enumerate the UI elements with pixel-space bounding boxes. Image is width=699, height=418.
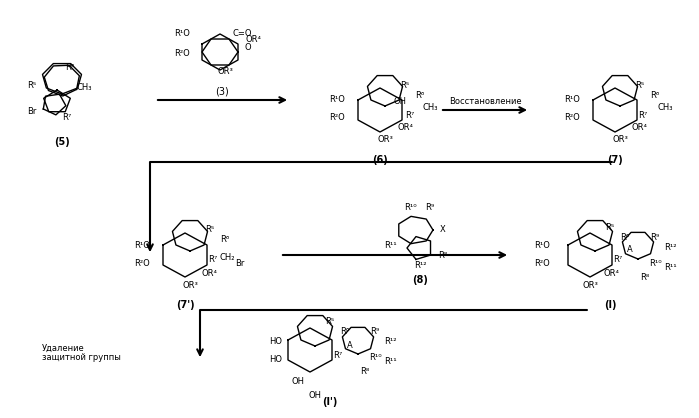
Text: R⁶: R⁶ bbox=[621, 232, 630, 242]
Text: Удаление: Удаление bbox=[42, 344, 85, 352]
Text: (5): (5) bbox=[54, 137, 70, 147]
Text: (6): (6) bbox=[372, 155, 388, 165]
Text: OR³: OR³ bbox=[582, 280, 598, 290]
Text: R⁵: R⁵ bbox=[206, 225, 215, 234]
Text: OR³: OR³ bbox=[612, 135, 628, 145]
Text: R⁶: R⁶ bbox=[340, 327, 350, 336]
Text: CH₃: CH₃ bbox=[422, 104, 438, 112]
Text: (3): (3) bbox=[215, 87, 229, 97]
Text: OR³: OR³ bbox=[217, 67, 233, 76]
Text: OR⁴: OR⁴ bbox=[397, 123, 413, 133]
Text: OR⁴: OR⁴ bbox=[202, 268, 218, 278]
Text: OH: OH bbox=[394, 97, 407, 107]
Text: R¹O: R¹O bbox=[564, 95, 580, 104]
Text: R⁵: R⁵ bbox=[605, 222, 614, 232]
Text: R⁷: R⁷ bbox=[333, 351, 343, 359]
Text: R²O: R²O bbox=[134, 258, 150, 268]
Text: C=O: C=O bbox=[232, 30, 252, 38]
Text: R⁸: R⁸ bbox=[640, 273, 649, 281]
Text: R⁸: R⁸ bbox=[438, 250, 447, 260]
Text: R¹¹: R¹¹ bbox=[384, 240, 396, 250]
Text: HO: HO bbox=[269, 355, 282, 364]
Text: R¹O: R¹O bbox=[534, 240, 550, 250]
Text: R⁶: R⁶ bbox=[650, 91, 660, 99]
Text: A: A bbox=[347, 341, 353, 349]
Text: R²O: R²O bbox=[174, 49, 190, 59]
Text: R⁹: R⁹ bbox=[426, 204, 435, 212]
Text: CH₃: CH₃ bbox=[76, 84, 92, 92]
Text: R⁶: R⁶ bbox=[220, 235, 230, 245]
Text: R⁷: R⁷ bbox=[62, 114, 71, 122]
Text: R⁶: R⁶ bbox=[66, 64, 75, 72]
Text: R¹O: R¹O bbox=[174, 30, 190, 38]
Text: R¹O: R¹O bbox=[134, 240, 150, 250]
Text: OH: OH bbox=[291, 377, 305, 387]
Text: (7'): (7') bbox=[175, 300, 194, 310]
Text: OR³: OR³ bbox=[182, 280, 198, 290]
Text: R⁵: R⁵ bbox=[401, 81, 410, 89]
Text: R⁷: R⁷ bbox=[405, 110, 415, 120]
Text: (7): (7) bbox=[607, 155, 623, 165]
Text: OR³: OR³ bbox=[377, 135, 393, 145]
Text: R¹²: R¹² bbox=[664, 242, 676, 252]
Text: OR⁴: OR⁴ bbox=[604, 268, 620, 278]
Text: R⁶: R⁶ bbox=[415, 91, 424, 99]
Text: R²O: R²O bbox=[534, 258, 550, 268]
Text: HO: HO bbox=[269, 337, 282, 347]
Text: Br: Br bbox=[27, 107, 36, 117]
Text: (I): (I) bbox=[604, 300, 617, 310]
Text: R¹²: R¹² bbox=[414, 260, 426, 270]
Text: R¹¹: R¹¹ bbox=[384, 357, 396, 367]
Text: CH₃: CH₃ bbox=[657, 104, 672, 112]
Text: A: A bbox=[627, 245, 633, 255]
Text: O: O bbox=[245, 43, 252, 51]
Text: R⁵: R⁵ bbox=[635, 81, 644, 89]
Text: Восстановление: Восстановление bbox=[449, 97, 521, 107]
Text: (8): (8) bbox=[412, 275, 428, 285]
Text: R⁸: R⁸ bbox=[361, 367, 370, 377]
Text: R⁵: R⁵ bbox=[27, 81, 36, 89]
Text: R²O: R²O bbox=[564, 114, 580, 122]
Text: R⁷: R⁷ bbox=[208, 255, 217, 265]
Text: R¹⁰: R¹⁰ bbox=[368, 354, 382, 362]
Text: OR⁴: OR⁴ bbox=[632, 123, 648, 133]
Text: R¹O: R¹O bbox=[329, 95, 345, 104]
Text: R¹²: R¹² bbox=[384, 337, 396, 347]
Text: защитной группы: защитной группы bbox=[42, 354, 121, 362]
Text: R²O: R²O bbox=[329, 114, 345, 122]
Text: CH₂: CH₂ bbox=[219, 252, 235, 262]
Text: R⁹: R⁹ bbox=[650, 232, 660, 242]
Text: X: X bbox=[440, 225, 446, 234]
Text: R⁵: R⁵ bbox=[325, 318, 335, 326]
Text: R¹¹: R¹¹ bbox=[663, 263, 677, 272]
Text: R⁹: R⁹ bbox=[370, 327, 380, 336]
Text: R⁷: R⁷ bbox=[638, 110, 648, 120]
Text: OR⁴: OR⁴ bbox=[245, 36, 261, 44]
Text: (I'): (I') bbox=[322, 397, 338, 407]
Text: Br: Br bbox=[236, 258, 245, 268]
Text: R¹⁰: R¹⁰ bbox=[649, 258, 661, 268]
Text: R⁷: R⁷ bbox=[614, 255, 623, 265]
Text: R¹⁰: R¹⁰ bbox=[404, 204, 417, 212]
Text: OH: OH bbox=[308, 390, 322, 400]
